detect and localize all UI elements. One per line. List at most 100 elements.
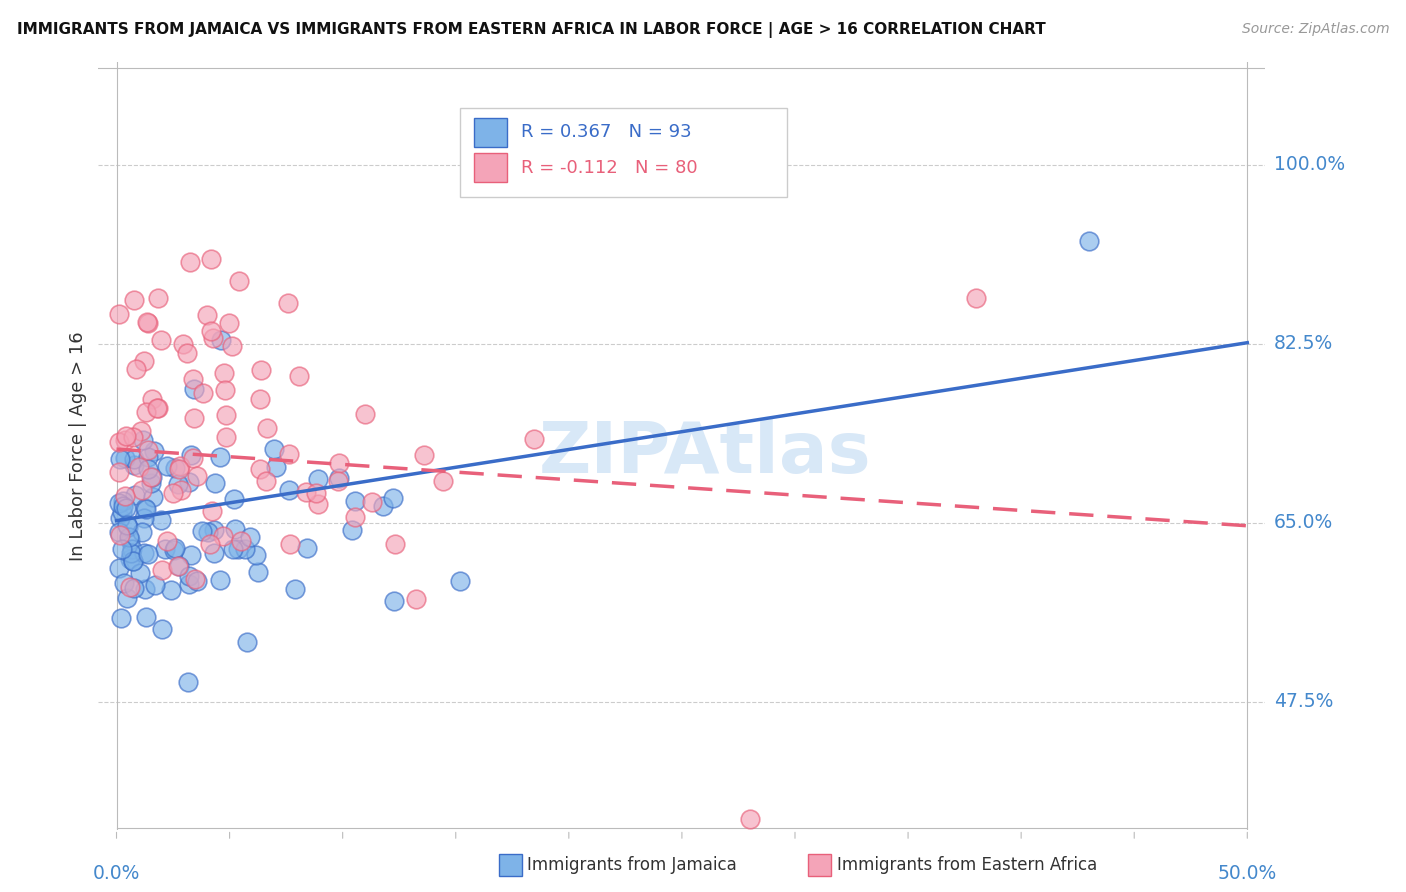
Point (129, 566, 152, 581)
Point (115, 500, 138, 515)
Point (284, 582, 307, 597)
Point (214, 383, 236, 397)
Point (135, 405, 157, 419)
Point (134, 500, 156, 515)
Point (224, 523, 246, 537)
Point (121, 554, 143, 568)
Point (110, 511, 132, 525)
Point (136, 450, 159, 465)
Point (326, 474, 349, 488)
Point (122, 293, 145, 307)
Point (218, 316, 240, 330)
Text: 0.0%: 0.0% (93, 864, 141, 883)
Text: 82.5%: 82.5% (1274, 334, 1333, 353)
Point (122, 581, 145, 595)
Point (172, 336, 194, 351)
Point (405, 592, 427, 607)
Y-axis label: In Labor Force | Age > 16: In Labor Force | Age > 16 (69, 331, 87, 561)
Text: Immigrants from Eastern Africa: Immigrants from Eastern Africa (837, 856, 1097, 874)
Point (131, 433, 153, 447)
Point (107, 435, 129, 450)
Point (165, 461, 187, 475)
Point (212, 366, 235, 380)
Point (307, 472, 329, 486)
Text: 65.0%: 65.0% (1274, 513, 1333, 533)
Point (204, 475, 226, 490)
Point (191, 524, 214, 539)
Point (449, 574, 471, 588)
Point (307, 497, 329, 511)
Point (965, 291, 987, 305)
Point (128, 460, 150, 475)
Point (121, 541, 143, 556)
Point (111, 494, 134, 508)
Point (148, 291, 170, 305)
Point (215, 430, 238, 444)
Text: ZIPAtlas: ZIPAtlas (538, 419, 872, 488)
Point (277, 447, 299, 461)
Point (107, 307, 129, 321)
Point (142, 444, 165, 458)
Point (134, 354, 156, 368)
Point (180, 448, 202, 462)
Point (167, 558, 190, 573)
Point (135, 610, 157, 624)
Point (179, 255, 201, 269)
Point (107, 496, 129, 510)
Point (1078, 235, 1101, 249)
Point (112, 575, 135, 590)
Point (114, 433, 136, 447)
Text: Immigrants from Jamaica: Immigrants from Jamaica (527, 856, 737, 874)
Point (249, 462, 271, 476)
Point (278, 483, 301, 498)
Point (200, 324, 222, 338)
Point (176, 346, 198, 360)
Point (117, 520, 139, 534)
Point (149, 333, 172, 347)
Point (183, 382, 205, 396)
Point (245, 548, 267, 562)
Point (208, 450, 231, 464)
Text: 47.5%: 47.5% (1274, 692, 1333, 711)
Point (150, 513, 173, 527)
Point (108, 451, 131, 466)
Point (132, 511, 155, 525)
Point (288, 369, 311, 384)
Point (136, 316, 159, 330)
Point (111, 542, 134, 557)
Point (167, 477, 190, 491)
Point (156, 458, 179, 473)
Point (122, 430, 145, 444)
Point (153, 541, 176, 556)
Point (131, 524, 153, 539)
Point (373, 499, 395, 513)
Point (200, 252, 222, 267)
Point (110, 610, 132, 624)
Point (295, 484, 318, 499)
Point (209, 334, 232, 348)
Point (145, 577, 167, 591)
Point (360, 494, 382, 508)
Point (131, 483, 153, 497)
Point (328, 471, 350, 485)
Point (169, 459, 191, 474)
Point (108, 465, 131, 479)
Point (738, 813, 761, 827)
Point (163, 541, 186, 556)
Point (136, 547, 159, 561)
Point (382, 594, 405, 608)
Text: R = 0.367   N = 93: R = 0.367 N = 93 (520, 123, 692, 141)
Point (115, 517, 138, 532)
Point (236, 635, 259, 649)
Point (114, 451, 136, 466)
Point (277, 295, 299, 310)
Point (125, 361, 148, 376)
Point (221, 339, 243, 353)
Point (141, 392, 163, 407)
Point (163, 543, 186, 558)
Point (118, 552, 141, 566)
Point (129, 425, 152, 439)
Point (134, 582, 156, 596)
Point (413, 448, 436, 462)
Point (239, 530, 262, 544)
